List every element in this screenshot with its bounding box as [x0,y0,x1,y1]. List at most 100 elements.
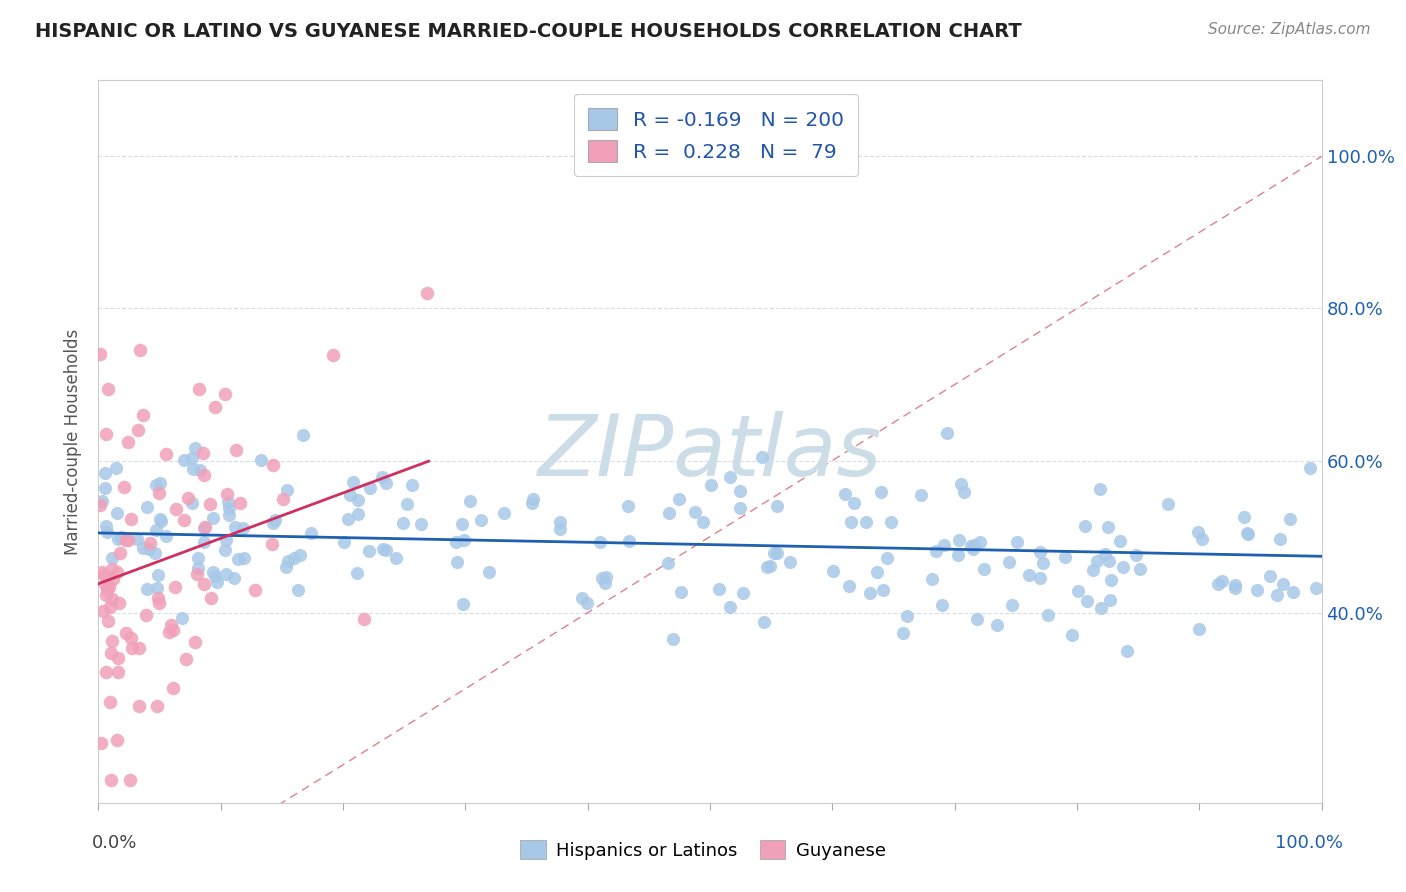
Point [105,733,128,747]
Point [96,582,118,597]
Point [1060,628,1083,642]
Point [89,498,111,512]
Point [1001,599,1024,613]
Point [1236,525,1258,540]
Point [571,591,593,605]
Point [595,570,617,584]
Point [1191,532,1213,546]
Point [263,513,285,527]
Point [108,546,131,560]
Point [962,541,984,556]
Point [90,493,112,508]
Point [131,408,153,422]
Point [128,640,150,655]
Point [494,507,516,521]
Point [765,546,787,560]
Point [1032,556,1054,570]
Text: 100.0%: 100.0% [1275,834,1343,852]
Point [93,604,115,618]
Point [146,699,169,714]
Legend: R = -0.169   N = 200, R =  0.228   N =  79: R = -0.169 N = 200, R = 0.228 N = 79 [575,94,858,176]
Point [1265,588,1288,602]
Point [1246,583,1268,598]
Point [135,500,157,515]
Point [844,496,866,510]
Point [1074,519,1097,533]
Point [692,515,714,529]
Point [730,500,752,515]
Point [218,500,240,515]
Point [174,652,197,666]
Point [347,507,370,521]
Point [619,533,641,548]
Point [392,516,415,531]
Point [668,491,690,506]
Point [576,595,599,609]
Point [155,448,177,462]
Point [100,550,122,565]
Point [202,511,225,525]
Point [215,567,238,582]
Point [173,453,195,467]
Point [96,524,118,539]
Point [986,617,1008,632]
Point [229,496,252,510]
Point [98,695,121,709]
Point [1211,574,1233,588]
Point [299,526,322,541]
Point [193,535,215,549]
Point [658,506,681,520]
Point [262,458,284,472]
Point [880,515,903,529]
Point [260,536,283,550]
Point [105,506,128,520]
Point [685,505,707,519]
Point [359,543,381,558]
Point [671,585,693,599]
Point [181,451,204,466]
Point [872,582,894,597]
Point [859,586,882,600]
Point [148,596,170,610]
Point [1223,581,1246,595]
Point [522,496,544,510]
Point [120,512,142,526]
Point [1305,582,1327,596]
Point [966,612,988,626]
Point [453,597,475,611]
Point [150,514,173,528]
Point [136,582,159,596]
Point [200,591,222,605]
Point [98,600,121,615]
Point [101,572,124,586]
Point [148,568,170,582]
Point [200,497,222,511]
Point [129,343,152,358]
Point [950,477,973,491]
Point [866,565,889,579]
Point [1036,607,1059,622]
Point [416,286,439,301]
Point [870,485,893,500]
Point [952,484,974,499]
Point [876,551,898,566]
Point [112,480,135,494]
Point [139,535,162,549]
Point [90,566,112,580]
Point [759,558,782,573]
Point [186,566,208,581]
Point [1188,622,1211,636]
Point [250,453,273,467]
Point [948,533,970,548]
Point [1125,549,1147,563]
Point [375,476,398,491]
Text: Source: ZipAtlas.com: Source: ZipAtlas.com [1208,22,1371,37]
Point [96,588,118,602]
Point [1018,567,1040,582]
Point [1090,601,1112,615]
Point [100,646,122,660]
Point [283,551,305,566]
Point [1076,593,1098,607]
Point [96,665,118,680]
Point [89,347,111,361]
